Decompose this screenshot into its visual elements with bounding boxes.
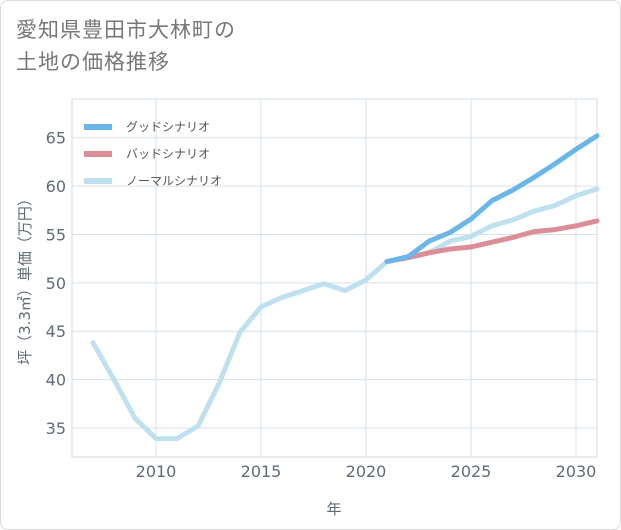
x-tick-label: 2020 xyxy=(346,462,387,481)
x-tick-label: 2010 xyxy=(136,462,177,481)
grid-lines xyxy=(72,99,597,457)
x-tick-label: 2015 xyxy=(241,462,282,481)
series-line-1 xyxy=(384,218,600,265)
y-tick-label: 65 xyxy=(46,129,66,148)
series-line-0 xyxy=(384,133,600,265)
x-axis-label: 年 xyxy=(326,500,341,518)
y-axis-label: 坪（3.3㎡）単価（万円） xyxy=(16,191,34,365)
legend-label: グッドシナリオ xyxy=(126,120,210,134)
page-title: 愛知県豊田市大林町の 土地の価格推移 xyxy=(16,14,236,78)
y-tick-label: 50 xyxy=(46,274,66,293)
y-tick-label: 55 xyxy=(46,225,66,244)
series-lines xyxy=(90,133,600,442)
title-line-2: 土地の価格推移 xyxy=(16,50,170,74)
x-tick-label: 2025 xyxy=(451,462,492,481)
plot-area xyxy=(71,98,598,458)
y-tick-label: 60 xyxy=(46,177,66,196)
y-tick-label: 45 xyxy=(46,322,66,341)
series-line-2 xyxy=(90,186,600,442)
y-tick-label: 40 xyxy=(46,371,66,390)
y-tick-label: 35 xyxy=(46,419,66,438)
title-line-1: 愛知県豊田市大林町の xyxy=(16,18,236,42)
legend-label: バッドシナリオ xyxy=(126,147,210,161)
x-tick-label: 2030 xyxy=(556,462,597,481)
tick-labels: 2010 2015 2020 2025 2030 35 40 45 50 55 60 65 xyxy=(46,129,597,481)
legend-label: ノーマルシナリオ xyxy=(126,174,222,188)
